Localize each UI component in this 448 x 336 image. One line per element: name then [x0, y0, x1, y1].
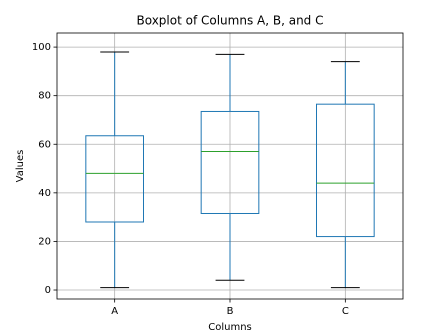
- x-tick-label: B: [227, 306, 234, 317]
- y-tick-label: 40: [38, 188, 51, 199]
- x-tick-label: C: [342, 306, 349, 317]
- box: [200, 110, 260, 214]
- y-axis-label: Values: [15, 150, 26, 183]
- box: [85, 135, 145, 223]
- y-tick-label: 60: [38, 139, 51, 150]
- y-tick-label: 0: [45, 285, 51, 296]
- plot-frame: [56, 32, 404, 300]
- x-tick-label: A: [111, 306, 118, 317]
- x-axis-label: Columns: [208, 322, 252, 333]
- y-tick-label: 20: [38, 236, 51, 247]
- chart-title: Boxplot of Columns A, B, and C: [137, 14, 324, 28]
- box: [316, 103, 375, 238]
- y-tick-label: 100: [32, 42, 51, 53]
- y-tick-label: 80: [38, 91, 51, 102]
